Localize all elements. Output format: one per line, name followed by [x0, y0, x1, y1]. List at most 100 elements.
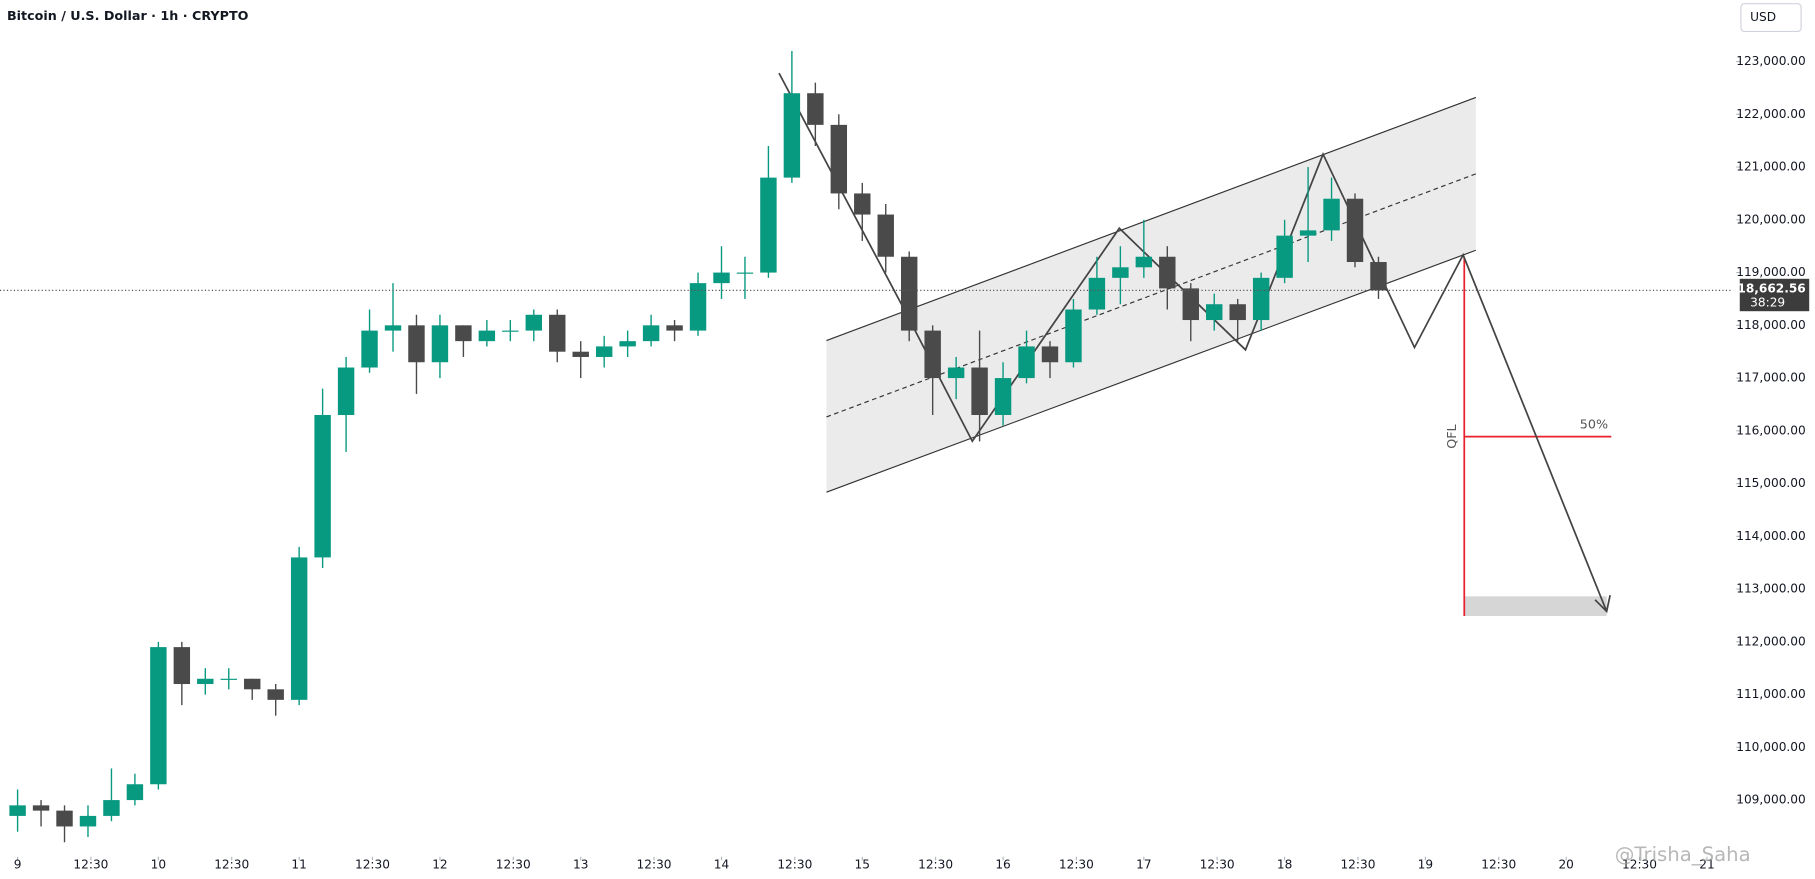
- candle-body: [807, 93, 824, 125]
- candle-body: [1065, 309, 1082, 363]
- candle-body: [126, 784, 144, 801]
- candle-body: [525, 314, 543, 331]
- countdown: 38:29: [1750, 296, 1785, 310]
- candle-body: [854, 193, 871, 215]
- currency-box[interactable]: [1740, 3, 1802, 33]
- x-tick-label: 12:30: [1059, 857, 1094, 871]
- x-tick-label: 16: [995, 857, 1010, 871]
- y-tick-label: 111,000.00: [1736, 687, 1806, 701]
- last-price-label: 118,662.56: [1729, 282, 1806, 296]
- candle-body: [1206, 304, 1223, 321]
- x-tick-label: 20: [1558, 857, 1573, 871]
- target-zone: [1464, 596, 1607, 617]
- candle-body: [431, 325, 449, 363]
- x-tick-label: 13: [573, 857, 588, 871]
- x-tick-label: 9: [14, 857, 22, 871]
- candle-body: [56, 810, 73, 827]
- candle-body: [783, 93, 801, 178]
- qfl-label: QFL: [1445, 423, 1460, 448]
- candle-body: [595, 346, 613, 357]
- y-tick-label: 121,000.00: [1736, 160, 1806, 174]
- currency-button[interactable]: USD: [1750, 10, 1776, 24]
- y-tick-label: 113,000.00: [1736, 582, 1806, 596]
- x-tick-label: 12:30: [1622, 857, 1657, 871]
- x-tick-label: 12:30: [73, 857, 108, 871]
- candle-body: [244, 678, 261, 690]
- y-tick-label: 119,000.00: [1736, 265, 1806, 279]
- candle-body: [197, 678, 214, 685]
- candle-body: [971, 367, 988, 415]
- x-tick-label: 18: [1277, 857, 1292, 871]
- x-tick-label: 12:30: [214, 857, 249, 871]
- candle-body: [713, 272, 730, 284]
- candle-body: [103, 800, 120, 816]
- candle-body: [79, 815, 97, 827]
- candle-body: [1299, 230, 1317, 236]
- candle-body: [1252, 277, 1270, 321]
- x-tick-label: 12: [432, 857, 447, 871]
- watermark: @Trisha_Saha: [1615, 843, 1751, 866]
- y-tick-label: 120,000.00: [1736, 212, 1806, 226]
- y-tick-label: 122,000.00: [1736, 107, 1806, 121]
- candle-body: [1041, 346, 1059, 363]
- candle-body: [1229, 304, 1246, 321]
- x-tick-label: 12:30: [1481, 857, 1516, 871]
- y-tick-label: 123,000.00: [1736, 54, 1806, 68]
- candle-body: [642, 325, 660, 342]
- candle-body: [619, 341, 636, 347]
- channel-upper: [826, 96, 1477, 342]
- y-tick-label: 114,000.00: [1736, 529, 1806, 543]
- x-tick-label: 12:30: [1340, 857, 1375, 871]
- candle-body: [1276, 235, 1293, 278]
- candle-body: [572, 351, 589, 357]
- channel-lower: [826, 249, 1477, 493]
- x-tick-label: 12:30: [777, 857, 812, 871]
- candle-body: [924, 330, 941, 379]
- candle-body: [1159, 256, 1176, 289]
- candle-body: [173, 647, 191, 685]
- last-price-box: [1739, 278, 1810, 312]
- candle-body: [666, 325, 683, 331]
- candle-body: [314, 414, 331, 558]
- candle-body: [1370, 262, 1387, 291]
- x-tick-label: 10: [151, 857, 166, 871]
- candle-body: [830, 124, 848, 194]
- candle-body: [1182, 288, 1199, 321]
- candle-body: [478, 330, 496, 342]
- candle-body: [502, 330, 519, 332]
- chart-title: Bitcoin / U.S. Dollar · 1h · CRYPTO: [7, 9, 249, 24]
- x-tick-label: 12:30: [637, 857, 672, 871]
- candle-body: [384, 325, 402, 331]
- y-tick-label: 109,000.00: [1736, 793, 1806, 807]
- channel-fill: [826, 97, 1476, 493]
- x-tick-label: 12:30: [1200, 857, 1235, 871]
- candle-body: [549, 314, 566, 352]
- candle-body: [1112, 267, 1129, 278]
- y-tick-label: 117,000.00: [1736, 371, 1806, 385]
- candle-body: [9, 805, 26, 816]
- candle-body: [455, 325, 472, 342]
- drawings: [778, 72, 1612, 617]
- x-tick-label: 19: [1418, 857, 1433, 871]
- y-tick-label: 110,000.00: [1736, 740, 1806, 754]
- candle-body: [361, 330, 378, 368]
- x-tick-label: 11: [291, 857, 306, 871]
- candle-body: [760, 177, 777, 273]
- candle-body: [267, 689, 284, 700]
- candle-body: [1346, 198, 1364, 263]
- candle-body: [877, 214, 894, 257]
- y-tick-label: 116,000.00: [1736, 423, 1806, 437]
- x-tick-label: 17: [1136, 857, 1151, 871]
- candle-body: [32, 805, 50, 811]
- x-tick-label: 15: [855, 857, 870, 871]
- fifty-label: 50%: [1580, 418, 1608, 433]
- candle-body: [994, 378, 1012, 415]
- candle-body: [220, 678, 237, 680]
- candle-body: [150, 647, 167, 785]
- candle-body: [337, 367, 355, 415]
- candle-body: [1135, 256, 1153, 268]
- arrow-head: [1594, 595, 1611, 614]
- candle-body: [408, 325, 425, 363]
- x-tick-label: 12:30: [918, 857, 953, 871]
